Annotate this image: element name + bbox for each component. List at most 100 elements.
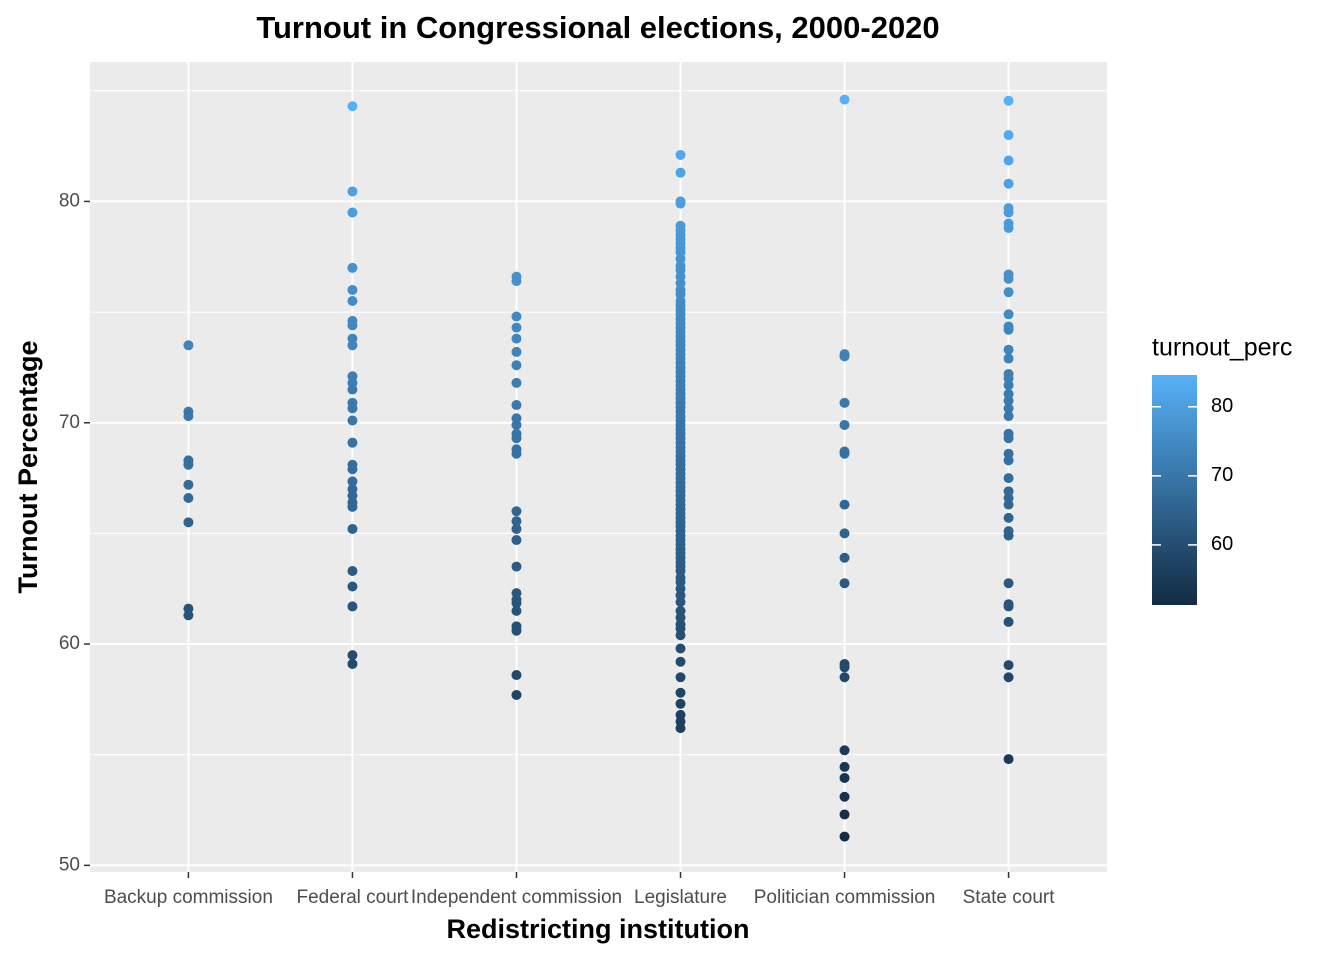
point (839, 578, 850, 589)
point (347, 601, 358, 612)
point (347, 207, 358, 218)
point (511, 360, 522, 371)
point (1003, 344, 1014, 355)
colorbar (1152, 375, 1197, 605)
x-tick-label: Independent commission (411, 887, 622, 908)
point (675, 687, 686, 698)
point (183, 517, 194, 528)
point (511, 419, 522, 430)
point (675, 723, 686, 734)
point (1003, 530, 1014, 541)
point (183, 411, 194, 422)
point (839, 397, 850, 408)
x-tick-label: Federal court (296, 887, 409, 908)
point (1003, 672, 1014, 683)
point (1003, 353, 1014, 364)
legend-label: 60 (1211, 533, 1233, 555)
point (839, 772, 850, 783)
point (1003, 433, 1014, 444)
point (1003, 324, 1014, 335)
point (1003, 273, 1014, 284)
point (1003, 512, 1014, 523)
point (839, 94, 850, 105)
point (1003, 601, 1014, 612)
point (839, 791, 850, 802)
legend-label: 70 (1211, 464, 1233, 486)
point (675, 656, 686, 667)
point (347, 581, 358, 592)
point (1003, 578, 1014, 589)
point (1003, 130, 1014, 141)
point (1003, 411, 1014, 422)
point (511, 670, 522, 681)
point (511, 433, 522, 444)
x-axis-title: Redistricting institution (447, 914, 750, 944)
point (839, 672, 850, 683)
point (347, 403, 358, 414)
point (675, 149, 686, 160)
point (511, 625, 522, 636)
point (1003, 499, 1014, 510)
point (675, 198, 686, 209)
point (347, 566, 358, 577)
point (183, 479, 194, 490)
point (839, 831, 850, 842)
point (511, 400, 522, 411)
point (347, 437, 358, 448)
point (675, 630, 686, 641)
x-tick-label: State court (963, 887, 1056, 908)
point (511, 598, 522, 609)
point (1003, 178, 1014, 189)
y-axis-title: Turnout Percentage (13, 340, 43, 593)
point (839, 761, 850, 772)
point (511, 377, 522, 388)
point (839, 528, 850, 539)
x-tick-label: Politician commission (754, 887, 936, 908)
point (347, 186, 358, 197)
point (347, 296, 358, 307)
point (1003, 155, 1014, 166)
point (511, 448, 522, 459)
point (675, 643, 686, 654)
y-tick-label: 80 (59, 190, 80, 211)
point (1003, 380, 1014, 391)
point (1003, 660, 1014, 671)
point (347, 340, 358, 351)
point (1003, 403, 1014, 414)
point (347, 650, 358, 661)
point (511, 333, 522, 344)
point (347, 523, 358, 534)
panel (90, 62, 1107, 872)
point (511, 689, 522, 700)
point (511, 322, 522, 333)
point (347, 262, 358, 273)
point (839, 448, 850, 459)
point (347, 658, 358, 669)
point (347, 476, 358, 487)
point (511, 605, 522, 616)
point (675, 672, 686, 683)
x-tick-label: Backup commission (104, 887, 273, 908)
point (1003, 473, 1014, 484)
point (1003, 455, 1014, 466)
point (347, 464, 358, 475)
point (1003, 287, 1014, 298)
y-tick-label: 70 (59, 412, 80, 433)
point (347, 101, 358, 112)
point (183, 340, 194, 351)
point (675, 597, 686, 607)
point (1003, 222, 1014, 233)
point (1003, 395, 1014, 406)
point (511, 276, 522, 287)
point (1003, 95, 1014, 106)
point (511, 535, 522, 546)
point (1003, 754, 1014, 765)
point (511, 516, 522, 527)
point (839, 499, 850, 510)
legend-title: turnout_perc (1152, 334, 1292, 362)
point (839, 419, 850, 430)
point (511, 561, 522, 572)
point (1003, 616, 1014, 627)
x-tick-label: Legislature (634, 887, 727, 908)
